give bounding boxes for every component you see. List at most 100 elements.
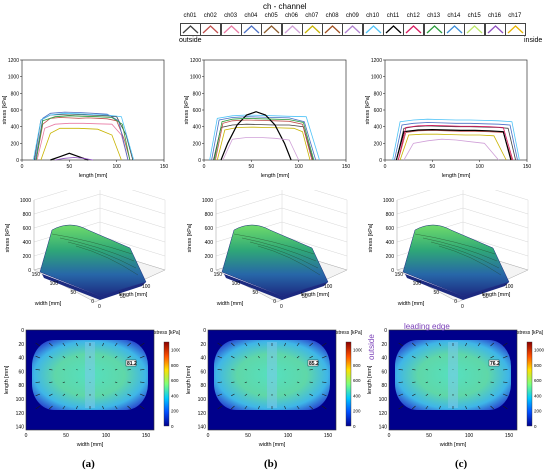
colorbar bbox=[526, 341, 533, 427]
surface-ridge bbox=[422, 237, 498, 262]
x-axis-label: length [mm] bbox=[261, 173, 290, 179]
length-tick-label: 100 bbox=[324, 284, 333, 290]
vector-arrow bbox=[309, 405, 314, 410]
vector-arrow bbox=[102, 381, 104, 383]
vector-arrow bbox=[490, 405, 495, 410]
colorbar-tick-label: 400 bbox=[171, 393, 179, 398]
vector-arrow bbox=[127, 405, 132, 410]
vector-arrow bbox=[439, 356, 441, 359]
x-tick-label: 150 bbox=[142, 433, 151, 439]
x-tick-label: 100 bbox=[465, 433, 474, 439]
y-tick-label: 1200 bbox=[190, 58, 201, 64]
vector-arrow bbox=[425, 405, 429, 410]
grid-line bbox=[99, 193, 166, 215]
x-tick-label: 50 bbox=[245, 433, 251, 439]
vector-arrow bbox=[398, 393, 404, 397]
legend-chevron bbox=[304, 25, 321, 34]
vector-arrow bbox=[502, 381, 508, 383]
z-tick-label: 0 bbox=[391, 268, 394, 274]
vector-arrow bbox=[309, 355, 313, 359]
series-line bbox=[397, 129, 513, 161]
y-tick-label: 800 bbox=[374, 91, 383, 97]
z-axis-label: stress [kPa] bbox=[187, 223, 193, 252]
surface-ridge bbox=[75, 245, 139, 276]
heatmap-c: 0 50 100 150 0 20 40 60 80 100 120 140 width [mm] len… bbox=[363, 322, 550, 459]
vector-arrow bbox=[231, 355, 235, 359]
legend-label: ch05 bbox=[264, 13, 278, 19]
grid-line bbox=[396, 193, 464, 215]
legend-item-ch16: ch16 bbox=[484, 13, 506, 47]
legend-chevron bbox=[263, 25, 280, 34]
vector-arrow bbox=[439, 342, 441, 347]
x-tick-label: 50 bbox=[63, 433, 69, 439]
vector-arrow bbox=[114, 381, 118, 383]
vector-arrow bbox=[217, 355, 223, 359]
grid-line bbox=[462, 193, 529, 215]
width-tick-label: 0 bbox=[454, 299, 457, 305]
vector-arrow bbox=[114, 393, 118, 397]
vector-arrow bbox=[127, 369, 131, 371]
vector-arrow bbox=[35, 381, 41, 383]
outside-side-label: outside bbox=[367, 334, 376, 360]
y-tick-label: 1200 bbox=[371, 58, 382, 64]
y-tick-label: 200 bbox=[193, 141, 202, 147]
x-tick-label: 0 bbox=[207, 433, 210, 439]
y-tick-label: 800 bbox=[193, 91, 202, 97]
width-tick-label: 100 bbox=[413, 281, 422, 287]
width-axis-label: width [mm] bbox=[34, 301, 62, 307]
vector-arrow bbox=[321, 369, 327, 371]
vector-arrow bbox=[258, 369, 260, 371]
y-tick-label: 20 bbox=[200, 342, 206, 348]
surface-ridge bbox=[430, 241, 500, 269]
y-tick-label: 0 bbox=[384, 328, 387, 334]
surface-ridge bbox=[67, 241, 137, 269]
surface-ridge bbox=[241, 237, 317, 262]
annotation-box bbox=[488, 359, 500, 367]
legend-item-ch08: ch08 bbox=[322, 13, 344, 47]
vector-arrow bbox=[309, 393, 313, 397]
vector-arrow bbox=[321, 405, 327, 410]
legend-label: ch10 bbox=[366, 13, 380, 19]
series-line bbox=[209, 114, 320, 161]
legend-label: ch12 bbox=[406, 13, 420, 19]
x-tick-label: 0 bbox=[21, 164, 24, 170]
vector-arrow bbox=[139, 381, 145, 383]
grid-line bbox=[99, 207, 166, 229]
length-tick-label: 50 bbox=[120, 294, 126, 300]
z-tick-label: 400 bbox=[386, 240, 395, 246]
series-line bbox=[36, 122, 129, 161]
y-tick-label: 120 bbox=[379, 411, 388, 417]
series-line bbox=[35, 115, 131, 161]
x-tick-label: 0 bbox=[25, 433, 28, 439]
z-tick-label: 200 bbox=[23, 254, 32, 260]
vector-arrow bbox=[114, 369, 118, 371]
colorbar-tick-label: 600 bbox=[534, 378, 542, 383]
annotation-box bbox=[125, 359, 137, 367]
vector-arrow bbox=[296, 342, 300, 347]
vector-arrow bbox=[217, 393, 223, 397]
y-axis-label: length [mm] bbox=[367, 365, 373, 394]
z-tick-label: 600 bbox=[205, 226, 214, 232]
vector-arrow bbox=[102, 393, 104, 396]
z-tick-label: 200 bbox=[386, 254, 395, 260]
vector-arrow bbox=[258, 405, 260, 410]
vector-arrow bbox=[502, 342, 508, 347]
legend-label: ch06 bbox=[284, 13, 298, 19]
y-axis-label: length [mm] bbox=[4, 365, 10, 394]
colorbar-tick-label: 200 bbox=[171, 409, 179, 414]
y-tick-label: 0 bbox=[21, 328, 24, 334]
x-axis-label: length [mm] bbox=[442, 173, 471, 179]
vector-arrow bbox=[127, 342, 132, 347]
colorbar-tick-label: 800 bbox=[353, 363, 361, 368]
vector-arrow bbox=[62, 381, 66, 383]
grid-line bbox=[462, 221, 529, 243]
vector-arrow bbox=[439, 393, 441, 396]
z-tick-label: 1000 bbox=[383, 198, 394, 204]
vector-arrow bbox=[490, 393, 494, 397]
vector-arrow bbox=[230, 405, 235, 410]
vector-arrow bbox=[321, 355, 327, 359]
grid-line bbox=[33, 179, 101, 201]
vector-arrow bbox=[439, 405, 441, 410]
grid-line bbox=[462, 207, 529, 229]
vector-arrow bbox=[127, 393, 131, 397]
